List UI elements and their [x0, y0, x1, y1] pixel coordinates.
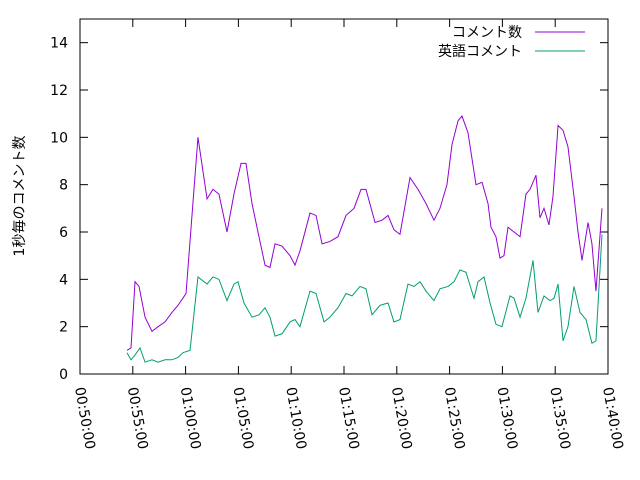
series-line — [126, 234, 603, 363]
y-tick-label: 6 — [59, 225, 68, 241]
y-tick-label: 14 — [50, 36, 68, 52]
x-tick-label: 01:20:00 — [388, 386, 415, 451]
y-tick-label: 10 — [50, 130, 68, 146]
x-tick-label: 01:35:00 — [546, 386, 573, 451]
y-tick-label: 8 — [59, 178, 68, 194]
series-line — [126, 115, 603, 351]
x-tick-label: 00:55:00 — [124, 386, 151, 451]
x-tick-label: 01:10:00 — [282, 386, 309, 451]
y-tick-label: 0 — [59, 367, 68, 383]
y-tick-label: 2 — [59, 320, 68, 336]
x-tick-label: 00:50:00 — [71, 386, 98, 451]
y-axis-label: 1秒毎のコメント数 — [12, 136, 28, 257]
x-tick-label: 01:40:00 — [599, 386, 626, 451]
x-tick-label: 01:05:00 — [229, 386, 256, 451]
x-tick-label: 01:00:00 — [177, 386, 204, 451]
plot-border — [79, 18, 609, 375]
y-tick-label: 4 — [59, 272, 68, 288]
x-tick-label: 01:30:00 — [493, 386, 520, 451]
x-tick-label: 01:25:00 — [441, 386, 468, 451]
y-tick-label: 12 — [50, 83, 68, 99]
legend-label: 英語コメント — [438, 43, 522, 60]
legend-label: コメント数 — [452, 25, 522, 41]
x-tick-label: 01:15:00 — [335, 386, 362, 451]
